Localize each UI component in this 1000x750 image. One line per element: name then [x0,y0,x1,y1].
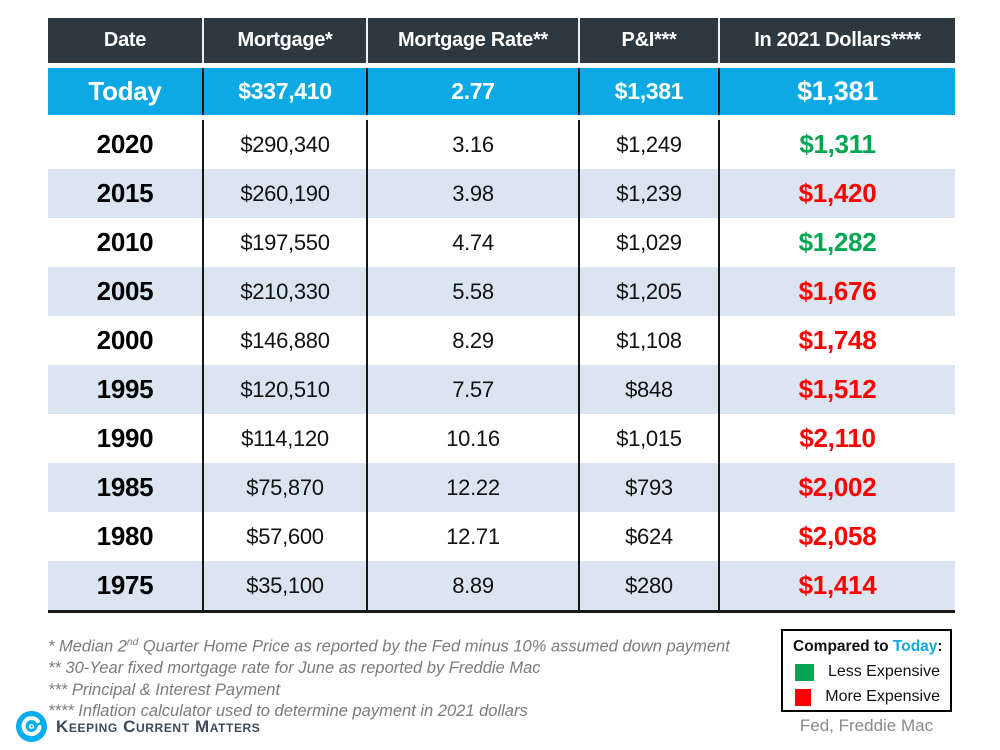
cell-mortgage: $337,410 [202,68,366,115]
cell-pi: $1,381 [578,68,718,115]
cell-mortgage: $35,100 [202,561,366,610]
cell-2021-dollars: $2,110 [718,414,955,463]
footnote-3: *** Principal & Interest Payment [48,680,281,699]
cell-mortgage: $114,120 [202,414,366,463]
footnote-4: **** Inflation calculator used to determ… [48,702,528,720]
legend-title: Compared to Today: [793,638,943,655]
cell-2021-dollars: $1,282 [718,218,955,267]
cell-2021-dollars: $1,311 [718,120,955,169]
cell-mortgage: $197,550 [202,218,366,267]
legend-item-label: More Expensive [825,688,940,705]
cell-mortgage: $260,190 [202,169,366,218]
cell-2021-dollars: $1,748 [718,316,955,365]
cell-date: 1980 [96,521,154,551]
cell-rate: 7.57 [366,365,578,414]
cell-rate: 8.29 [366,316,578,365]
cell-rate: 3.98 [366,169,578,218]
cell-2021-dollars: $1,676 [718,267,955,316]
footnotes: * Median 2nd Quarter Home Price as repor… [48,632,730,723]
cell-date: 1975 [96,570,154,600]
cell-mortgage: $210,330 [202,267,366,316]
red-swatch-icon [795,688,812,706]
cell-pi: $624 [578,512,718,561]
column-header-date: Date [103,29,147,51]
column-header-2021-dollars: In 2021 Dollars**** [718,18,955,63]
cell-2021-dollars: $1,512 [718,365,955,414]
table-row-2020: 2020 $290,340 3.16 $1,249 $1,311 [48,120,955,169]
table-row-today: Today $337,410 2.77 $1,381 $1,381 [48,68,955,115]
brand-footer: Keeping Current Matters [16,711,260,742]
table-row-2015: 2015 $260,190 3.98 $1,239 $1,420 [48,169,955,218]
cell-rate: 5.58 [366,267,578,316]
cell-mortgage: $120,510 [202,365,366,414]
cell-mortgage: $290,340 [202,120,366,169]
legend-item-label: Less Expensive [827,663,940,680]
table-row-2005: 2005 $210,330 5.58 $1,205 $1,676 [48,267,955,316]
column-header-mortgage: Mortgage* [202,18,366,63]
cell-date: 1985 [96,472,154,502]
cell-mortgage: $57,600 [202,512,366,561]
table-row-2000: 2000 $146,880 8.29 $1,108 $1,748 [48,316,955,365]
cell-pi: $793 [578,463,718,512]
cell-rate: 12.22 [366,463,578,512]
cell-date: 2010 [96,227,154,257]
cell-2021-dollars: $1,414 [718,561,955,610]
cell-2021-dollars: $2,058 [718,512,955,561]
cell-pi: $1,239 [578,169,718,218]
swirl-circle-icon [16,711,47,742]
cell-pi: $1,108 [578,316,718,365]
cell-pi: $280 [578,561,718,610]
cell-pi: $1,015 [578,414,718,463]
table-row-1990: 1990 $114,120 10.16 $1,015 $2,110 [48,414,955,463]
cell-rate: 12.71 [366,512,578,561]
legend-item-less-expensive: Less Expensive [793,663,940,681]
table-row-1995: 1995 $120,510 7.57 $848 $1,512 [48,365,955,414]
table-header-row: Date Mortgage* Mortgage Rate** P&I*** In… [48,18,955,63]
cell-pi: $848 [578,365,718,414]
brand-name: Keeping Current Matters [56,716,261,736]
cell-pi: $1,249 [578,120,718,169]
cell-date: 1995 [96,374,154,404]
cell-date: Today [88,76,162,106]
cell-date: 1990 [96,423,154,453]
cell-rate: 3.16 [366,120,578,169]
cell-2021-dollars: $1,381 [718,68,955,115]
mortgage-table: Date Mortgage* Mortgage Rate** P&I*** In… [48,18,955,613]
cell-rate: 4.74 [366,218,578,267]
cell-date: 2000 [96,325,154,355]
data-source: Fed, Freddie Mac [799,716,934,735]
legend-box: Compared to Today: Less Expensive More E… [781,629,952,712]
footnote-2: ** 30-Year fixed mortgage rate for June … [48,659,541,677]
cell-pi: $1,205 [578,267,718,316]
cell-date: 2005 [96,276,154,306]
cell-date: 2015 [96,178,154,208]
cell-pi: $1,029 [578,218,718,267]
legend-item-more-expensive: More Expensive [793,688,940,706]
column-header-pi: P&I*** [578,18,718,63]
cell-rate: 10.16 [366,414,578,463]
table-row-1985: 1985 $75,870 12.22 $793 $2,002 [48,463,955,512]
cell-mortgage: $75,870 [202,463,366,512]
table-row-1980: 1980 $57,600 12.71 $624 $2,058 [48,512,955,561]
legend-today-highlight: Today [892,638,938,655]
table-row-2010: 2010 $197,550 4.74 $1,029 $1,282 [48,218,955,267]
cell-2021-dollars: $2,002 [718,463,955,512]
cell-date: 2020 [96,129,154,159]
cell-mortgage: $146,880 [202,316,366,365]
cell-rate: 2.77 [366,68,578,115]
footnote-1: * Median 2nd Quarter Home Price as repor… [48,637,730,656]
cell-rate: 8.89 [366,561,578,610]
table-row-1975: 1975 $35,100 8.89 $280 $1,414 [48,561,955,610]
column-header-mortgage-rate: Mortgage Rate** [366,18,578,63]
green-swatch-icon [795,663,814,681]
cell-2021-dollars: $1,420 [718,169,955,218]
